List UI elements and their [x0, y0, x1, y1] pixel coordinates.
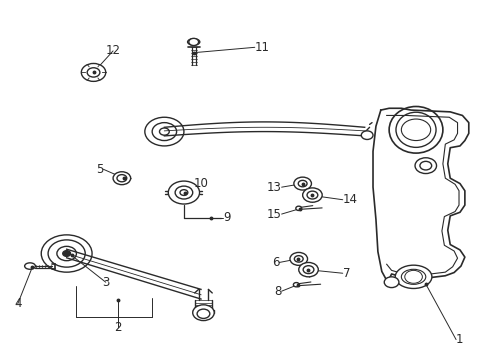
- Circle shape: [384, 277, 399, 288]
- Circle shape: [307, 191, 318, 199]
- Circle shape: [290, 252, 308, 265]
- Ellipse shape: [395, 265, 432, 288]
- Text: 14: 14: [343, 193, 358, 206]
- Ellipse shape: [188, 39, 200, 45]
- Circle shape: [180, 190, 188, 195]
- Circle shape: [145, 117, 184, 146]
- Text: 1: 1: [456, 333, 464, 346]
- Circle shape: [296, 206, 302, 211]
- Ellipse shape: [401, 269, 426, 284]
- Circle shape: [189, 39, 198, 45]
- Ellipse shape: [24, 263, 35, 269]
- Circle shape: [294, 283, 299, 287]
- Circle shape: [87, 68, 100, 77]
- Text: 10: 10: [194, 177, 209, 190]
- Circle shape: [152, 123, 176, 140]
- Text: 3: 3: [102, 276, 109, 289]
- Circle shape: [361, 131, 373, 139]
- Circle shape: [81, 63, 106, 81]
- Text: 5: 5: [96, 163, 103, 176]
- Circle shape: [63, 251, 71, 256]
- Text: 11: 11: [255, 41, 270, 54]
- Text: 13: 13: [267, 181, 282, 194]
- Circle shape: [294, 177, 312, 190]
- Text: 2: 2: [114, 320, 122, 333]
- Circle shape: [415, 158, 437, 174]
- Text: 4: 4: [14, 297, 22, 310]
- Text: 9: 9: [223, 211, 230, 224]
- Ellipse shape: [389, 107, 443, 153]
- Circle shape: [113, 172, 131, 185]
- Circle shape: [168, 181, 199, 204]
- Circle shape: [41, 235, 92, 272]
- Circle shape: [298, 180, 307, 187]
- Text: 12: 12: [105, 44, 121, 57]
- Circle shape: [175, 186, 193, 199]
- Circle shape: [299, 262, 318, 277]
- Text: 7: 7: [343, 267, 350, 280]
- Circle shape: [117, 175, 127, 182]
- Circle shape: [193, 305, 214, 320]
- Circle shape: [197, 309, 210, 319]
- Circle shape: [303, 266, 314, 274]
- Ellipse shape: [396, 112, 436, 147]
- Circle shape: [57, 246, 76, 261]
- Circle shape: [303, 188, 322, 202]
- Circle shape: [420, 161, 432, 170]
- Circle shape: [294, 256, 303, 262]
- Text: 15: 15: [267, 208, 282, 221]
- Circle shape: [405, 270, 422, 283]
- Circle shape: [48, 240, 85, 267]
- Text: 6: 6: [271, 256, 279, 269]
- Circle shape: [401, 119, 431, 140]
- Circle shape: [159, 128, 169, 135]
- Text: 8: 8: [274, 285, 282, 298]
